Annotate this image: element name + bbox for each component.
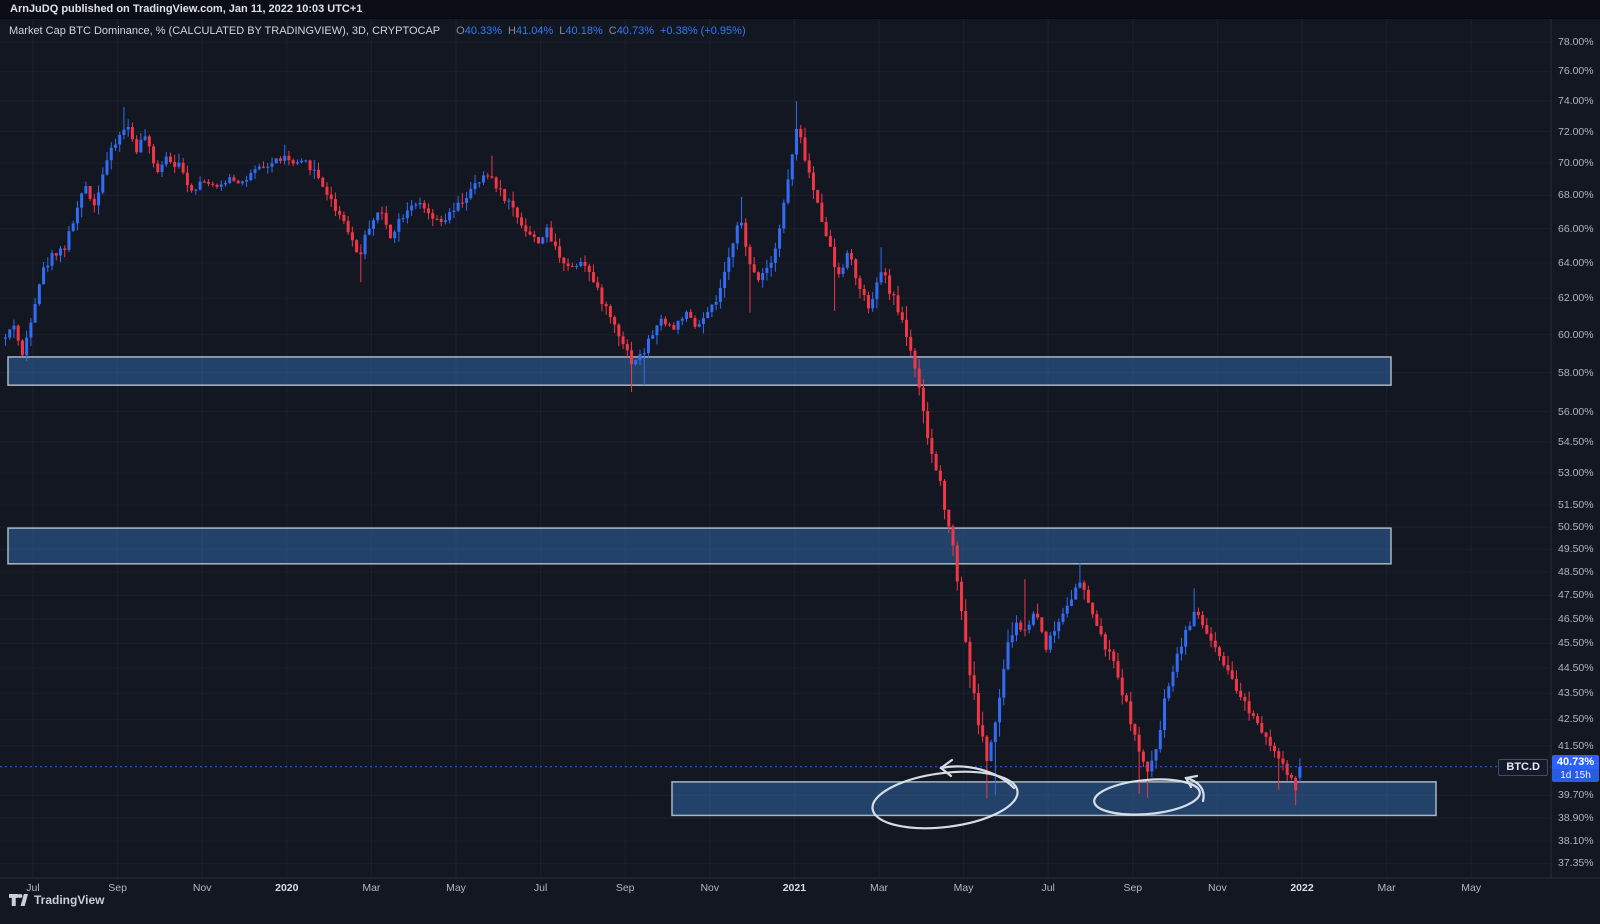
close-label: C	[608, 25, 617, 37]
tradingview-logo[interactable]: TradingView	[9, 893, 104, 907]
price-tick-label: 38.10%	[1558, 835, 1594, 848]
price-tick-label: 76.00%	[1558, 65, 1594, 78]
symbol-price-label-text: BTC.D	[1506, 761, 1540, 773]
price-tick-label: 62.00%	[1558, 292, 1594, 305]
price-tick-label: 43.50%	[1558, 687, 1594, 700]
zone-rectangles	[7, 356, 1437, 817]
change-value: +0.38% (+0.95%)	[660, 25, 746, 37]
price-tick-label: 49.50%	[1558, 543, 1594, 556]
publish-info-text: ArnJuDQ published on TradingView.com, Ja…	[10, 3, 363, 15]
time-tick-label: Sep	[615, 882, 635, 894]
zone-rect[interactable]	[7, 356, 1392, 386]
price-tick-label: 42.50%	[1558, 713, 1594, 726]
price-tick-label: 48.50%	[1558, 566, 1594, 579]
high-value: 41.04%	[515, 25, 554, 37]
price-tick-label: 64.00%	[1558, 256, 1594, 269]
time-tick-label: Jul	[533, 882, 548, 894]
tradingview-logo-text: TradingView	[34, 893, 105, 907]
time-axis[interactable]: Jul Sep Nov 2020 Mar May Jul Sep Nov 2021 Mar May Ju…	[0, 878, 1600, 900]
price-tick-label: 38.90%	[1558, 811, 1594, 824]
drawn-arrowhead	[939, 758, 954, 778]
price-tick-label: 60.00%	[1558, 328, 1594, 341]
time-tick-label: Mar	[362, 882, 381, 894]
price-tick-label: 70.00%	[1558, 156, 1594, 169]
time-tick-label: Sep	[108, 882, 127, 894]
time-tick-label: Jul	[1041, 882, 1055, 894]
time-tick-label: Nov	[192, 882, 212, 894]
symbol-title: Market Cap BTC Dominance, % (CALCULATED …	[9, 25, 441, 37]
bar-countdown: 1d 15h	[1552, 769, 1599, 782]
time-tick-label: May	[446, 882, 466, 894]
price-tick-label: 37.35%	[1558, 857, 1594, 870]
drawn-arrow-annotation[interactable]	[1184, 776, 1205, 803]
price-tick-label: 78.00%	[1558, 36, 1594, 49]
zone-rect[interactable]	[7, 527, 1392, 565]
open-value: 40.33%	[464, 25, 503, 37]
close-value: 40.73%	[616, 25, 654, 37]
time-tick-label: Nov	[1208, 882, 1227, 894]
price-tick-label: 51.50%	[1558, 499, 1594, 512]
price-tick-label: 56.00%	[1558, 405, 1594, 418]
time-tick-label: Nov	[700, 882, 720, 894]
price-tick-label: 68.00%	[1558, 189, 1594, 202]
publish-info-bar: ArnJuDQ published on TradingView.com, Ja…	[0, 0, 1600, 19]
time-tick-label: Mar	[869, 882, 889, 894]
symbol-price-label: BTC.D	[1498, 759, 1548, 776]
drawn-annotations	[869, 758, 1205, 835]
symbol-info-bar: Market Cap BTC Dominance, % (CALCULATED …	[9, 25, 746, 37]
time-tick-label: Mar	[1377, 882, 1396, 894]
low-value: 40.18%	[565, 25, 603, 37]
price-tick-label: 41.50%	[1558, 739, 1594, 752]
drawn-ellipse-annotation[interactable]	[869, 764, 1020, 835]
drawn-arrowhead	[1184, 774, 1199, 789]
price-tick-label: 50.50%	[1558, 520, 1594, 533]
price-tick-label: 74.00%	[1558, 94, 1594, 107]
drawn-ellipse-annotation[interactable]	[1093, 775, 1202, 818]
price-tick-label: 47.50%	[1558, 589, 1594, 602]
current-price-value: 40.73%	[1552, 755, 1599, 769]
price-tick-label: 44.50%	[1558, 662, 1594, 675]
current-price-badge: 40.73% 1d 15h	[1552, 755, 1599, 782]
grid-lines	[0, 19, 1551, 878]
time-tick-label: Sep	[1123, 882, 1143, 894]
price-tick-label: 72.00%	[1558, 125, 1594, 138]
price-tick-label: 45.50%	[1558, 637, 1594, 650]
tradingview-logo-icon	[9, 893, 28, 907]
open-label: O	[456, 25, 465, 37]
drawn-arrow-annotation[interactable]	[939, 765, 1016, 790]
price-tick-label: 66.00%	[1558, 222, 1594, 235]
candlestick-layer	[4, 100, 1302, 806]
time-tick-label: 2021	[782, 882, 807, 894]
ohlc-values: O40.33% H41.04% L40.18% C40.73% +0.38% (+0.9…	[450, 25, 745, 37]
zone-rect[interactable]	[671, 781, 1437, 817]
time-tick-label: 2020	[275, 882, 299, 894]
low-label: L	[559, 25, 566, 37]
price-axis[interactable]: 78.00% 76.00% 74.00% 72.00% 70.00% 68.00% 66.0…	[1551, 0, 1600, 878]
time-tick-label: May	[953, 882, 974, 894]
price-tick-label: 58.00%	[1558, 366, 1594, 379]
time-tick-label: Jul	[26, 882, 40, 894]
time-tick-label: May	[1461, 882, 1482, 894]
price-tick-label: 53.00%	[1558, 467, 1594, 480]
price-tick-label: 46.50%	[1558, 613, 1594, 625]
high-label: H	[508, 25, 516, 37]
price-tick-label: 39.70%	[1558, 789, 1594, 802]
time-tick-label: 2022	[1290, 882, 1314, 894]
price-tick-label: 54.50%	[1558, 436, 1594, 448]
